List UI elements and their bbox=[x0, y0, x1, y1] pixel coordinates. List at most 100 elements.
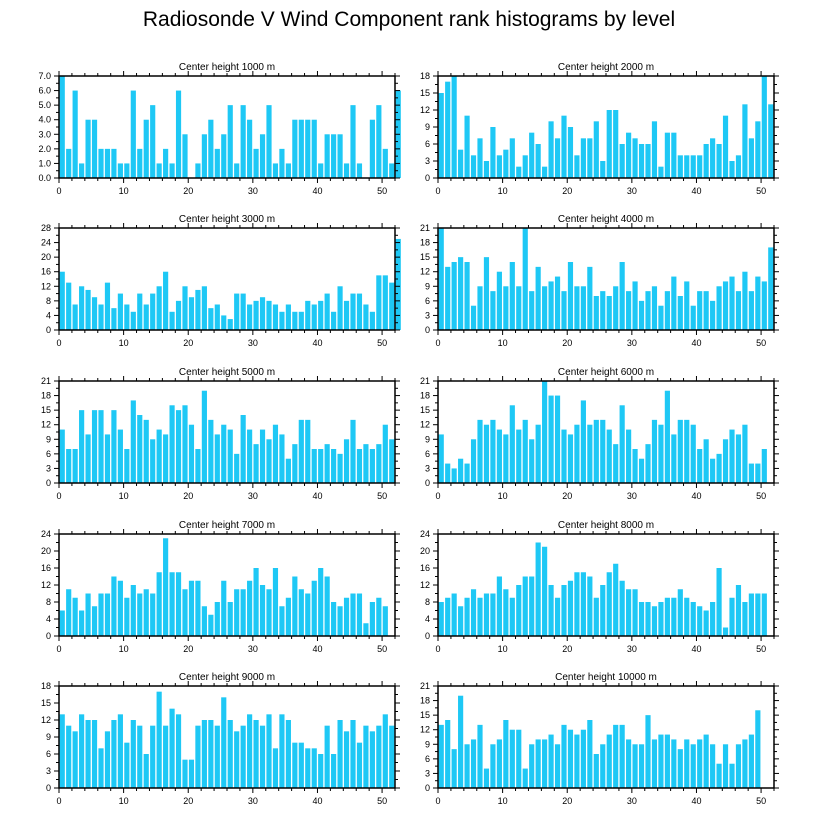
histogram-bar bbox=[645, 444, 651, 483]
histogram-bar bbox=[227, 319, 233, 330]
x-tick-label: 0 bbox=[435, 491, 440, 501]
histogram-bar bbox=[677, 589, 683, 636]
histogram-bar bbox=[259, 725, 266, 788]
y-tick-label: 21 bbox=[420, 223, 430, 233]
histogram-bar bbox=[285, 597, 291, 636]
histogram-bar bbox=[163, 538, 169, 636]
histogram-bar bbox=[188, 759, 195, 788]
histogram-bar bbox=[143, 754, 149, 788]
histogram-bar bbox=[343, 597, 350, 636]
histogram-bar bbox=[247, 429, 253, 483]
histogram-bar bbox=[285, 304, 291, 330]
x-tick-label: 40 bbox=[691, 186, 701, 196]
y-tick-label: 12 bbox=[420, 580, 430, 590]
histogram-bar bbox=[79, 286, 85, 330]
histogram-bar bbox=[606, 110, 612, 178]
x-tick-label: 30 bbox=[627, 186, 637, 196]
histogram-bar bbox=[458, 695, 464, 788]
y-tick-label: 18 bbox=[41, 681, 51, 691]
y-tick-label: 24 bbox=[41, 238, 51, 248]
histogram-bar bbox=[580, 286, 586, 330]
histogram-bar bbox=[311, 449, 317, 483]
histogram-bar bbox=[305, 119, 311, 178]
histogram-bar bbox=[496, 155, 502, 178]
histogram-bar bbox=[761, 281, 767, 330]
histogram-bar bbox=[201, 134, 207, 178]
histogram-bar bbox=[580, 138, 586, 178]
histogram-bar bbox=[516, 585, 522, 636]
y-tick-label: 6 bbox=[46, 749, 51, 759]
histogram-bar bbox=[343, 731, 350, 788]
histogram-bar bbox=[516, 729, 522, 788]
histogram-bar bbox=[382, 606, 388, 636]
histogram-bar bbox=[104, 593, 111, 636]
y-tick-label: 12 bbox=[420, 267, 430, 277]
histogram-bar bbox=[470, 305, 477, 330]
histogram-bar bbox=[337, 453, 343, 483]
histogram-bar bbox=[632, 744, 638, 788]
histogram-bar bbox=[150, 293, 156, 330]
x-tick-label: 40 bbox=[691, 491, 701, 501]
histogram-bar bbox=[451, 262, 457, 330]
histogram-bar bbox=[356, 742, 363, 788]
histogram-bar bbox=[470, 589, 477, 636]
histogram-bar bbox=[91, 720, 98, 788]
histogram-bar bbox=[389, 282, 395, 330]
histogram-bar bbox=[477, 597, 483, 636]
histogram-bar bbox=[626, 739, 632, 788]
histogram-bar bbox=[253, 300, 259, 330]
histogram-bar bbox=[638, 300, 645, 330]
histogram-bar bbox=[554, 597, 561, 636]
histogram-bar bbox=[98, 304, 104, 330]
histogram-bar bbox=[201, 286, 207, 330]
histogram-bar bbox=[259, 134, 266, 178]
histogram-bar bbox=[85, 593, 91, 636]
histogram-bar bbox=[337, 134, 343, 178]
histogram-bar bbox=[735, 585, 742, 636]
histogram-bar bbox=[143, 304, 149, 330]
histogram-bar bbox=[117, 714, 123, 788]
histogram-bar bbox=[363, 304, 369, 330]
histogram-bar bbox=[292, 444, 298, 483]
x-tick-label: 10 bbox=[119, 796, 129, 806]
histogram-bar bbox=[483, 593, 490, 636]
histogram-bar bbox=[522, 419, 528, 483]
histogram-bar bbox=[697, 155, 703, 178]
histogram-bar bbox=[253, 444, 259, 483]
histogram-bar bbox=[703, 734, 709, 788]
x-tick-label: 30 bbox=[248, 796, 258, 806]
histogram-bar bbox=[182, 134, 188, 178]
histogram-bar bbox=[201, 720, 207, 788]
histogram-bar bbox=[613, 286, 619, 330]
histogram-bar bbox=[395, 238, 401, 330]
histogram-bar bbox=[697, 606, 703, 636]
histogram-bar bbox=[716, 286, 722, 330]
x-tick-label: 20 bbox=[183, 644, 193, 654]
x-tick-label: 0 bbox=[435, 186, 440, 196]
histogram-bar bbox=[331, 602, 337, 636]
histogram-bar bbox=[638, 602, 645, 636]
histogram-bar bbox=[350, 593, 356, 636]
x-tick-label: 0 bbox=[56, 338, 61, 348]
panel-title: Center height 7000 m bbox=[179, 520, 275, 531]
histogram-bar bbox=[214, 725, 220, 788]
histogram-bar bbox=[677, 296, 683, 330]
histogram-bar bbox=[169, 311, 175, 330]
histogram-bar bbox=[664, 132, 670, 178]
x-tick-label: 50 bbox=[756, 796, 766, 806]
histogram-bar bbox=[690, 155, 696, 178]
histogram-bar bbox=[470, 439, 477, 483]
histogram-bar bbox=[548, 585, 554, 636]
histogram-bar bbox=[438, 93, 444, 178]
histogram-bar bbox=[697, 291, 703, 330]
y-tick-label: 4.0 bbox=[38, 115, 51, 125]
y-tick-label: 12 bbox=[420, 105, 430, 115]
y-tick-label: 6.0 bbox=[38, 86, 51, 96]
histogram-bar bbox=[742, 104, 748, 178]
histogram-bar bbox=[567, 262, 574, 330]
histogram-bar bbox=[98, 148, 104, 178]
histogram-bar bbox=[214, 148, 220, 178]
histogram-bar bbox=[438, 602, 444, 636]
y-tick-label: 12 bbox=[41, 715, 51, 725]
histogram-bar bbox=[130, 720, 136, 788]
